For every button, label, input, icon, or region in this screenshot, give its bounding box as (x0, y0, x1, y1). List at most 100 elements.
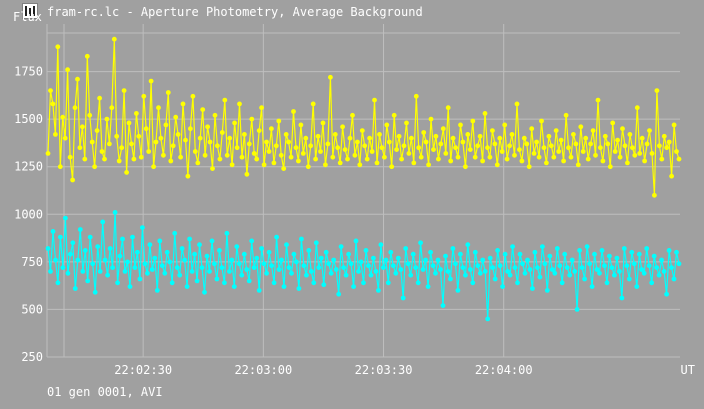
data-point (77, 145, 83, 151)
data-point (497, 263, 503, 269)
data-point (72, 286, 78, 291)
data-point (310, 101, 316, 107)
data-point (130, 234, 135, 240)
data-point (105, 272, 110, 278)
data-point (350, 112, 355, 118)
data-point (389, 164, 395, 170)
data-point (89, 139, 95, 145)
y-tick-label: 1000 (14, 207, 43, 221)
data-point (567, 272, 573, 278)
data-point (587, 261, 592, 267)
data-point (65, 67, 70, 73)
data-point (187, 236, 193, 242)
data-point (204, 253, 210, 259)
y-tick-label: 500 (21, 302, 43, 316)
data-point (158, 135, 164, 141)
data-point (569, 257, 575, 263)
data-point (415, 280, 421, 286)
data-point (382, 154, 387, 160)
data-point (348, 261, 354, 267)
data-point (435, 257, 441, 263)
data-point (472, 249, 478, 255)
data-point (256, 128, 262, 134)
data-point (129, 141, 134, 147)
data-point (207, 139, 213, 145)
data-point (57, 164, 63, 170)
x-axis-label: UT (681, 363, 695, 377)
data-point (58, 234, 63, 240)
data-point (504, 156, 510, 162)
data-point (264, 139, 269, 145)
data-point (460, 265, 466, 270)
data-point (184, 284, 190, 289)
data-point (328, 74, 333, 80)
data-point (121, 88, 127, 93)
lightcurve-app-icon[interactable] (22, 3, 38, 19)
data-point (485, 316, 491, 322)
data-point (92, 289, 98, 295)
data-point (276, 267, 282, 272)
x-tick-label: 22:02:30 (114, 363, 172, 377)
data-point (639, 267, 645, 272)
data-point (465, 132, 471, 137)
data-point (107, 141, 112, 147)
data-point (403, 246, 409, 251)
data-point (227, 135, 233, 141)
data-point (408, 272, 414, 278)
data-point (120, 236, 125, 242)
data-point (60, 265, 66, 270)
data-point (157, 238, 163, 244)
data-point (428, 249, 433, 255)
data-point (229, 162, 235, 168)
data-point (671, 122, 677, 128)
data-point (234, 244, 240, 250)
series-2 (45, 210, 682, 322)
data-point (94, 128, 100, 134)
data-point (531, 151, 537, 156)
data-point (445, 105, 451, 111)
data-point (644, 141, 650, 147)
data-point (291, 251, 297, 257)
data-point (188, 126, 193, 132)
data-point (212, 261, 217, 267)
data-point (544, 160, 549, 166)
data-point (574, 307, 580, 312)
data-point (353, 238, 359, 244)
data-point (185, 173, 191, 179)
data-point (482, 111, 488, 116)
data-point (179, 246, 185, 251)
data-point (110, 265, 115, 270)
data-point (153, 139, 159, 145)
data-point (637, 151, 643, 156)
data-point (659, 257, 664, 263)
data-point (45, 246, 51, 251)
data-point (313, 156, 318, 162)
data-point (578, 124, 584, 130)
data-point (379, 145, 385, 151)
data-point (624, 263, 630, 269)
data-point (138, 154, 144, 160)
data-point (463, 164, 468, 170)
data-point (573, 141, 579, 147)
data-point (82, 248, 88, 253)
data-point (526, 164, 532, 170)
data-point (55, 44, 61, 50)
data-point (224, 152, 230, 158)
data-point (467, 147, 473, 153)
data-point (99, 149, 105, 154)
data-point (575, 162, 581, 168)
x-tick-label: 22:03:30 (355, 363, 413, 377)
data-point (251, 151, 257, 156)
y-tick-label: 1750 (14, 65, 43, 79)
data-point (174, 265, 180, 270)
data-point (614, 255, 620, 261)
data-point (612, 149, 618, 154)
data-point (214, 276, 220, 282)
data-point (343, 272, 349, 278)
data-point (554, 246, 560, 251)
data-point (333, 267, 339, 272)
window-title: fram-rc.lc - Aperture Photometry, Averag… (47, 5, 423, 19)
data-point (182, 257, 188, 263)
data-point (102, 156, 107, 162)
